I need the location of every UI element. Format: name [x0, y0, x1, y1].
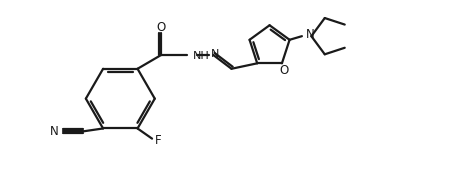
Text: O: O: [279, 64, 288, 77]
Text: N: N: [305, 28, 314, 41]
Text: N: N: [50, 125, 59, 138]
Text: O: O: [156, 21, 166, 34]
Text: F: F: [155, 134, 162, 146]
Text: NH: NH: [193, 51, 210, 61]
Text: N: N: [211, 49, 219, 59]
